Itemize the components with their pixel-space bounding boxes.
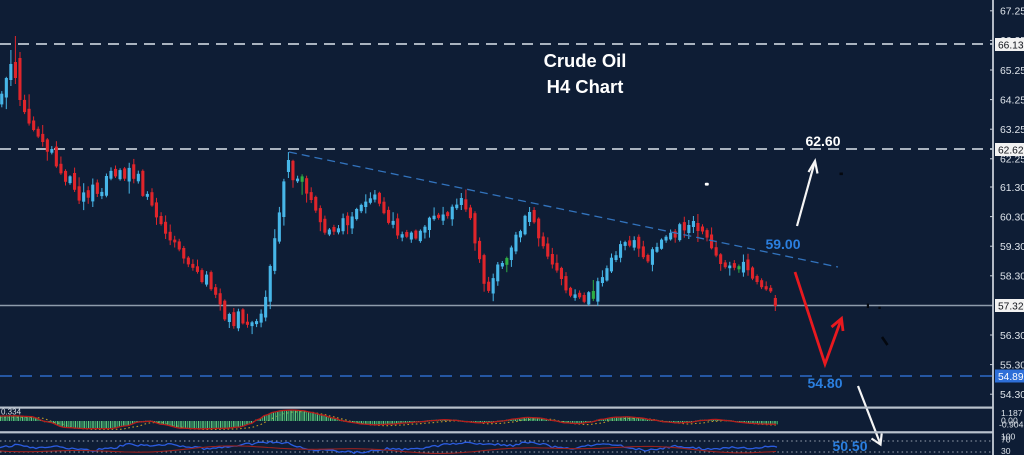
svg-text:H4 Chart: H4 Chart — [547, 76, 624, 97]
svg-text:54.30: 54.30 — [1000, 390, 1024, 401]
svg-text:57.32: 57.32 — [998, 301, 1024, 312]
svg-text:66.13: 66.13 — [998, 40, 1024, 51]
svg-text:67.25: 67.25 — [1000, 7, 1024, 18]
svg-text:59.00: 59.00 — [765, 236, 800, 252]
svg-text:30: 30 — [1001, 446, 1011, 455]
svg-text:1.187: 1.187 — [1001, 408, 1023, 418]
svg-text:62.62: 62.62 — [998, 145, 1024, 156]
svg-text:100: 100 — [1001, 432, 1016, 442]
svg-text:0.334: 0.334 — [1, 408, 22, 417]
svg-text:56.30: 56.30 — [1000, 331, 1024, 342]
svg-text:55.30: 55.30 — [1000, 360, 1024, 371]
svg-text:54.89: 54.89 — [998, 372, 1024, 383]
svg-text:-0.904: -0.904 — [999, 420, 1024, 430]
svg-text:61.30: 61.30 — [1000, 183, 1024, 194]
svg-text:58.30: 58.30 — [1000, 272, 1024, 283]
svg-text:62.60: 62.60 — [805, 133, 840, 149]
svg-text:50.50: 50.50 — [832, 438, 867, 454]
svg-text:63.25: 63.25 — [1000, 125, 1024, 136]
svg-text:64.25: 64.25 — [1000, 95, 1024, 106]
svg-text:62.25: 62.25 — [1000, 155, 1024, 166]
svg-text:59.30: 59.30 — [1000, 242, 1024, 253]
svg-text:54.80: 54.80 — [807, 375, 842, 391]
svg-text:0.00: 0.00 — [1001, 416, 1018, 426]
svg-text:60.30: 60.30 — [1000, 212, 1024, 223]
svg-text:Crude Oil: Crude Oil — [544, 50, 627, 71]
svg-text:70: 70 — [1001, 435, 1011, 445]
svg-text:65.25: 65.25 — [1000, 66, 1024, 77]
